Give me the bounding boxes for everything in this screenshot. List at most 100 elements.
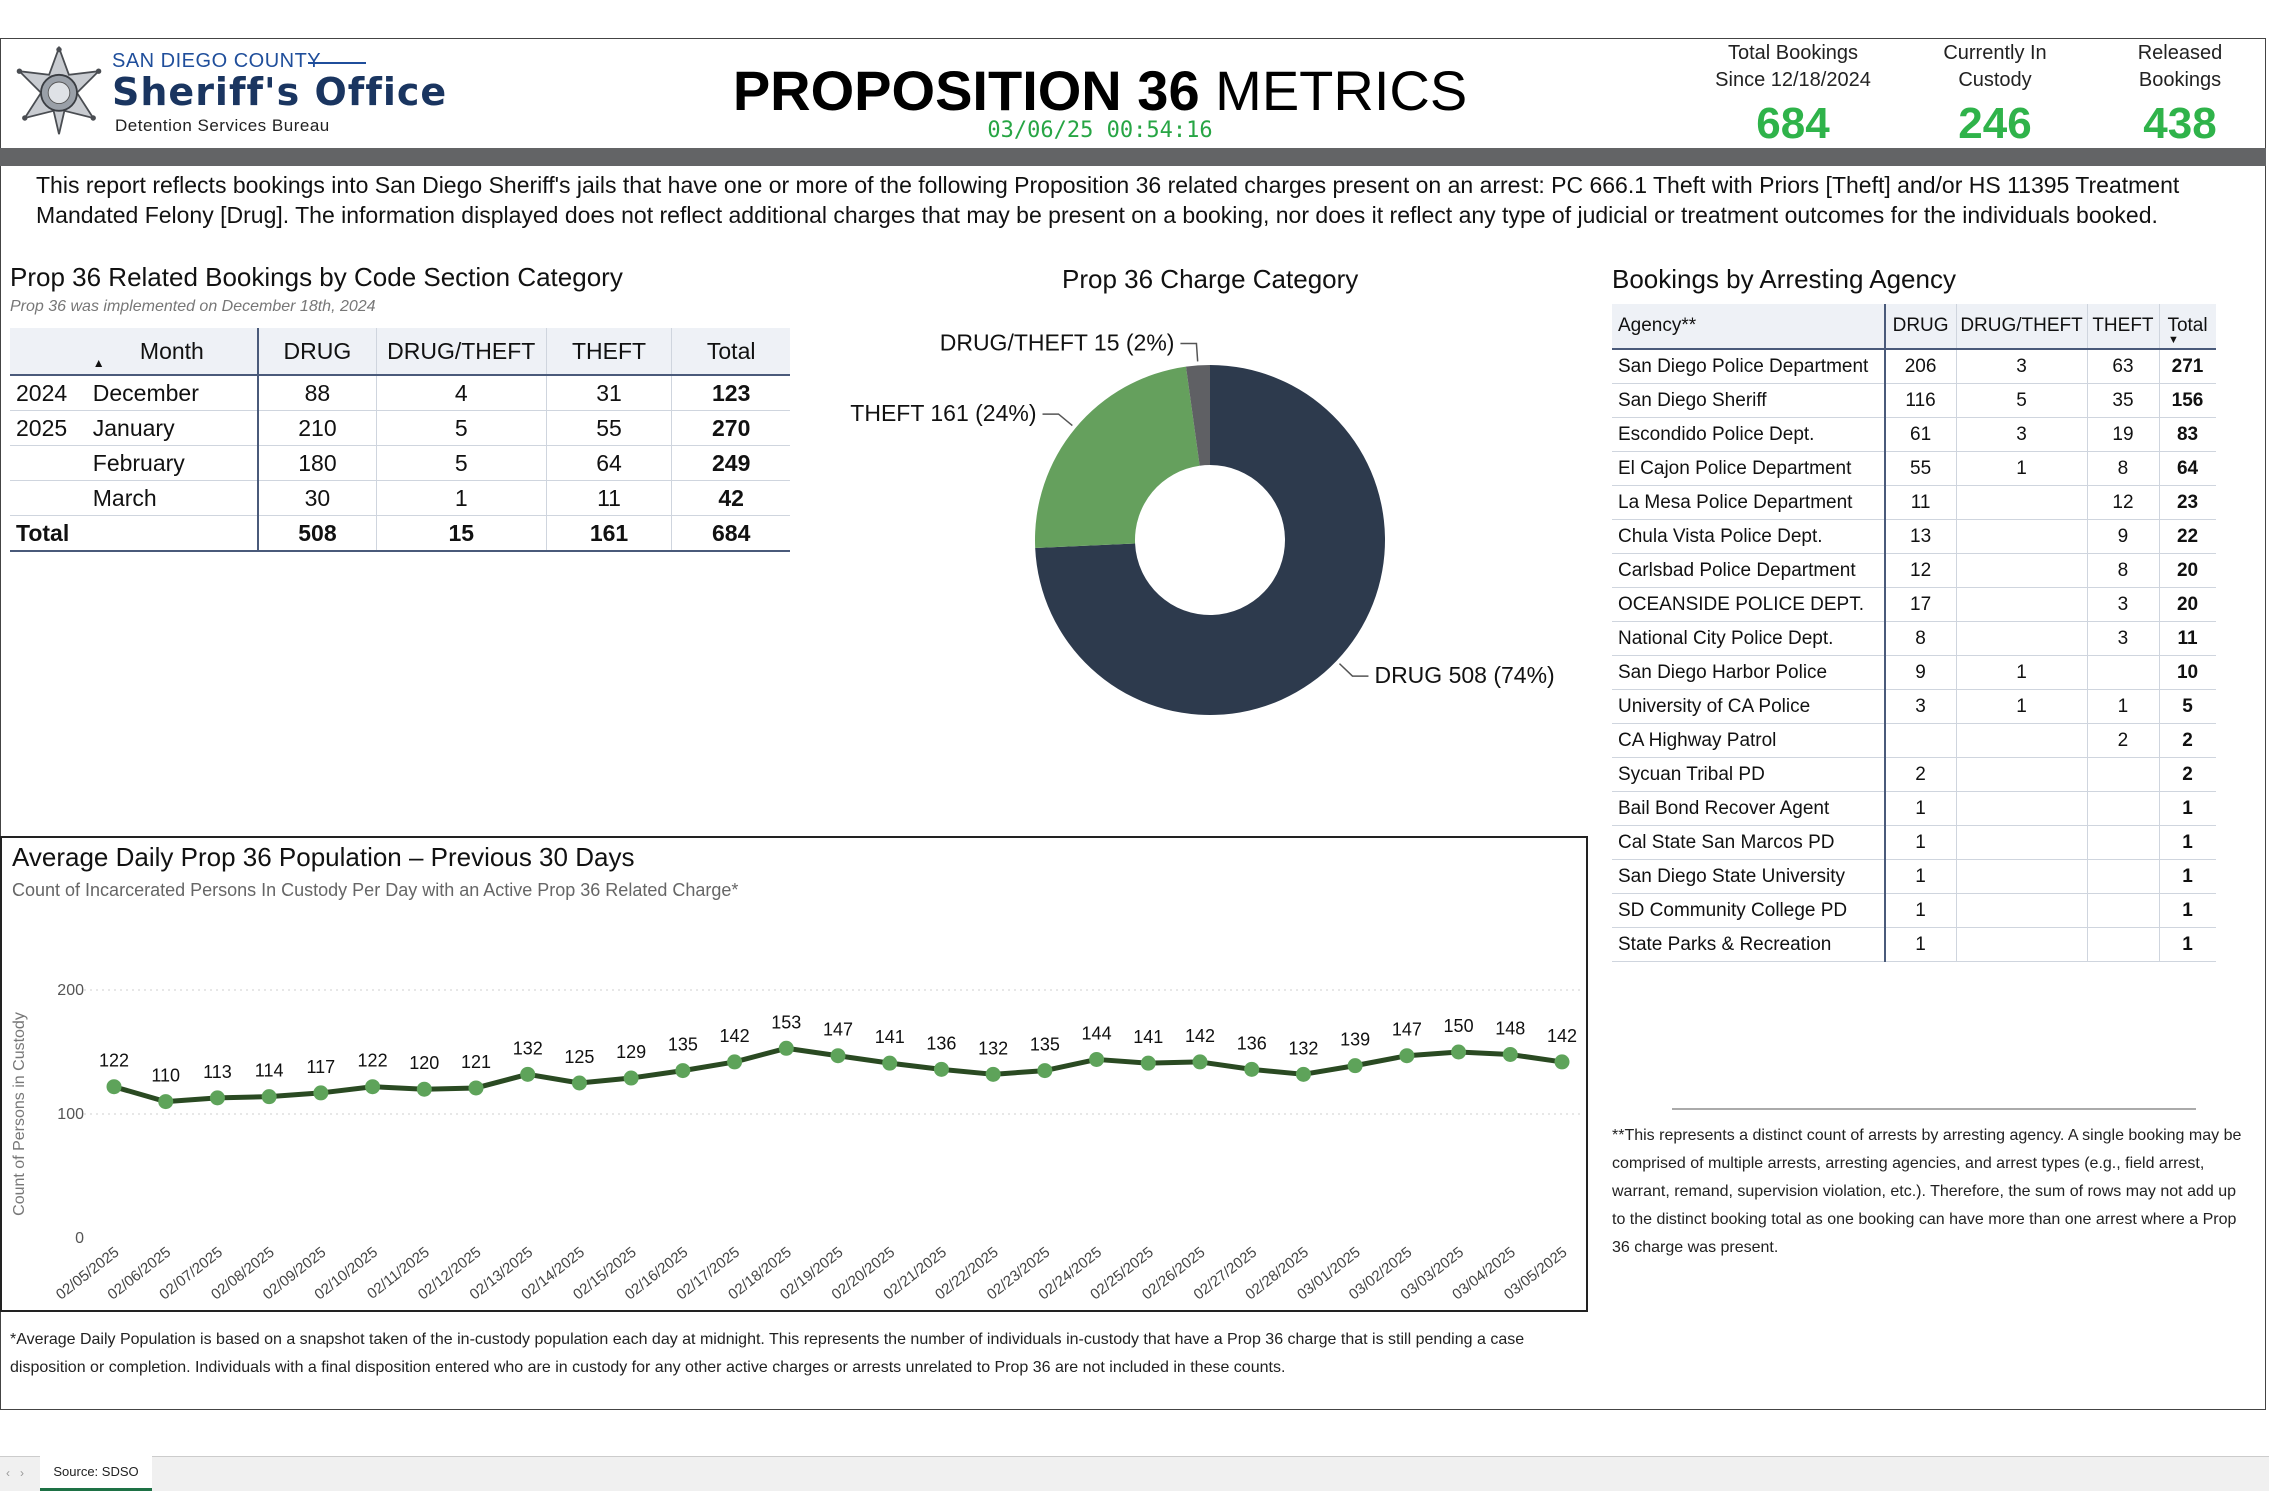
data-point[interactable]: [1140, 1055, 1156, 1071]
data-label: 113: [203, 1062, 232, 1082]
header-agency[interactable]: Agency**: [1612, 304, 1885, 350]
data-point[interactable]: [1399, 1048, 1415, 1064]
cell-agency: OCEANSIDE POLICE DEPT.: [1612, 587, 1885, 622]
header-month[interactable]: Month ▲: [86, 328, 258, 376]
cell-total: 83: [2159, 417, 2216, 452]
data-point[interactable]: [520, 1066, 536, 1082]
data-point[interactable]: [468, 1080, 484, 1096]
data-label: 117: [307, 1057, 336, 1077]
data-point[interactable]: [778, 1040, 794, 1056]
sheet-tab-source[interactable]: Source: SDSO: [40, 1456, 152, 1491]
data-point[interactable]: [1037, 1063, 1053, 1079]
header-drug[interactable]: DRUG: [1883, 304, 1957, 350]
agency-table-body: San Diego Police Department 206 3 63 271 San …: [1612, 349, 2216, 962]
data-point[interactable]: [106, 1079, 122, 1095]
table-row: Carlsbad Police Department 12 8 20: [1612, 553, 2216, 588]
data-label: 141: [875, 1027, 905, 1047]
data-point[interactable]: [1089, 1051, 1105, 1067]
data-point[interactable]: [209, 1090, 225, 1106]
scroll-left-icon[interactable]: ‹: [6, 1466, 10, 1480]
cell-total: 42: [671, 480, 790, 516]
cell-drugtheft: [1956, 553, 2088, 588]
cell-drugtheft: [1956, 723, 2088, 758]
data-point[interactable]: [365, 1079, 381, 1095]
table-row: San Diego Harbor Police 9 1 10: [1612, 655, 2216, 690]
cell-theft: [2086, 927, 2160, 962]
cell-year: [10, 480, 87, 516]
cell-drugtheft: 1: [1956, 689, 2088, 724]
cell-drug: 206: [1883, 349, 1957, 384]
cell-theft: 11: [545, 480, 672, 516]
cell-drugtheft: 5: [375, 445, 547, 481]
donut-leader-line: [1042, 413, 1073, 427]
donut-slice-theft[interactable]: [1035, 366, 1200, 549]
cell-total: 64: [2159, 451, 2216, 486]
cell-agency: Carlsbad Police Department: [1612, 553, 1885, 588]
cell-total: 2: [2159, 757, 2216, 792]
data-point[interactable]: [1295, 1066, 1311, 1082]
data-point[interactable]: [830, 1048, 846, 1064]
data-label: 120: [409, 1053, 439, 1073]
data-point[interactable]: [416, 1081, 432, 1097]
code-table-title: Prop 36 Related Bookings by Code Section…: [10, 262, 623, 292]
header-theft[interactable]: THEFT: [2086, 304, 2160, 350]
table-row: Sycuan Tribal PD 2 2: [1612, 757, 2216, 792]
data-point[interactable]: [933, 1061, 949, 1077]
title-bold: PROPOSITION 36: [732, 59, 1200, 122]
cell-drugtheft: [1956, 791, 2088, 826]
data-point[interactable]: [158, 1094, 174, 1110]
code-table-subtitle: Prop 36 was implemented on December 18th…: [10, 298, 376, 315]
header-theft[interactable]: THEFT: [545, 328, 672, 376]
cell-agency: San Diego Harbor Police: [1612, 655, 1885, 690]
cell-total-label: Total: [10, 515, 258, 552]
header-drugtheft[interactable]: DRUG/THEFT: [375, 328, 547, 376]
cell-drug: 1: [1883, 825, 1957, 860]
refresh-timestamp: 03/06/25 00:54:16: [987, 118, 1213, 143]
scroll-right-icon[interactable]: ›: [20, 1466, 24, 1480]
cell-theft: 31: [545, 375, 672, 411]
cell-total: 1: [2159, 825, 2216, 860]
logo-bureau-text: Detention Services Bureau: [115, 116, 330, 135]
header-drug[interactable]: DRUG: [256, 328, 377, 376]
header-total[interactable]: Total ▼: [2159, 304, 2216, 350]
kpi-label: Since 12/18/2024: [1715, 69, 1871, 91]
cell-total: 2: [2159, 723, 2216, 758]
cell-drug: 2: [1883, 757, 1957, 792]
cell-drug: 1: [1883, 893, 1957, 928]
header-divider-band: [0, 148, 2266, 166]
data-point[interactable]: [882, 1055, 898, 1071]
table-row: 2024 December 88 4 31 123: [10, 375, 790, 411]
cell-theft: 161: [545, 515, 672, 552]
cell-drugtheft: 5: [375, 410, 547, 446]
data-point[interactable]: [571, 1075, 587, 1091]
data-point[interactable]: [1347, 1058, 1363, 1074]
cell-theft: [2086, 757, 2160, 792]
data-label: 135: [668, 1035, 698, 1055]
donut-data-label: DRUG 508 (74%): [1374, 662, 1554, 688]
donut-slice-drug-theft[interactable]: [1185, 365, 1210, 466]
kpi-label: Total Bookings: [1727, 42, 1859, 64]
table-row: San Diego Sheriff 116 5 35 156: [1612, 383, 2216, 418]
donut-slice-drug[interactable]: [1035, 365, 1385, 715]
data-point[interactable]: [675, 1063, 691, 1079]
data-point[interactable]: [1554, 1054, 1570, 1070]
data-point[interactable]: [985, 1066, 1001, 1082]
data-point[interactable]: [727, 1054, 743, 1070]
data-label: 141: [1133, 1027, 1163, 1047]
data-point[interactable]: [1192, 1054, 1208, 1070]
cell-agency: La Mesa Police Department: [1612, 485, 1885, 520]
header-total[interactable]: Total: [671, 328, 790, 376]
data-point[interactable]: [313, 1085, 329, 1101]
table-row: Escondido Police Dept. 61 3 19 83: [1612, 417, 2216, 452]
cell-drugtheft: 5: [1956, 383, 2088, 418]
data-point[interactable]: [1244, 1061, 1260, 1077]
data-point[interactable]: [261, 1089, 277, 1105]
cell-total: 1: [2159, 893, 2216, 928]
data-point[interactable]: [623, 1070, 639, 1086]
data-point[interactable]: [1451, 1044, 1467, 1060]
line-chart-title: Average Daily Prop 36 Population – Previ…: [12, 842, 635, 872]
cell-theft: [2086, 791, 2160, 826]
data-point[interactable]: [1502, 1046, 1518, 1062]
header-drugtheft[interactable]: DRUG/THEFT: [1956, 304, 2088, 350]
table-header-row: Agency** DRUG DRUG/THEFT THEFT Total ▼: [1612, 304, 2216, 350]
